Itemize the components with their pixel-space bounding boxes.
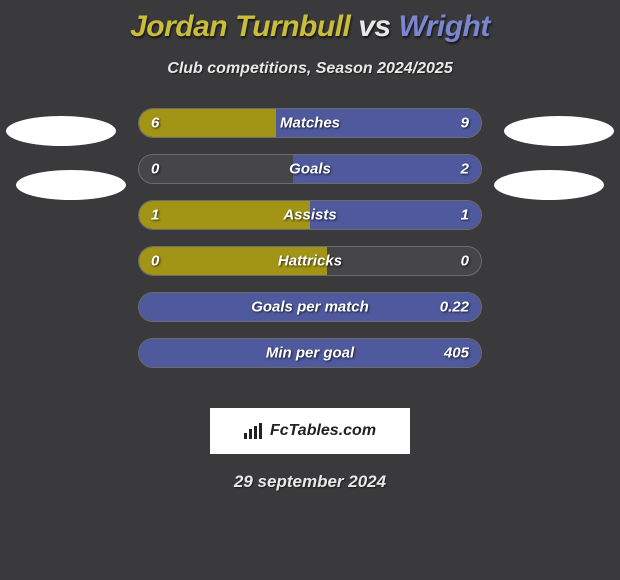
player2-avatar-placeholder [504, 116, 614, 146]
player1-avatar-placeholder [6, 116, 116, 146]
stat-row: 02Goals [138, 154, 482, 184]
stat-bars: 69Matches02Goals11Assists00Hattricks0.22… [138, 108, 482, 384]
stat-value-right: 405 [444, 345, 469, 362]
stat-value-left: 0 [151, 253, 159, 270]
chart-icon [244, 423, 264, 439]
stat-value-left: 0 [151, 161, 159, 178]
subtitle: Club competitions, Season 2024/2025 [0, 60, 620, 78]
stat-value-right: 9 [461, 115, 469, 132]
player1-team-placeholder [16, 170, 126, 200]
stat-value-left: 6 [151, 115, 159, 132]
stat-value-right: 1 [461, 207, 469, 224]
stat-fill-right [139, 339, 481, 367]
stat-fill-left [139, 247, 327, 275]
vs-label: vs [358, 10, 390, 43]
stat-fill-right [139, 293, 481, 321]
stat-fill-right [276, 109, 481, 137]
branding-badge: FcTables.com [210, 408, 410, 454]
stat-value-right: 0.22 [440, 299, 469, 316]
player2-team-placeholder [494, 170, 604, 200]
comparison-title: Jordan Turnbull vs Wright [0, 0, 620, 44]
stat-row: 69Matches [138, 108, 482, 138]
stat-value-right: 0 [461, 253, 469, 270]
stat-fill-right [293, 155, 481, 183]
stat-fill-right [310, 201, 481, 229]
stat-fill-left [139, 201, 310, 229]
stat-fill-left [139, 109, 276, 137]
stat-row: 11Assists [138, 200, 482, 230]
branding-text: FcTables.com [270, 422, 376, 440]
date-label: 29 september 2024 [0, 472, 620, 492]
stat-value-left: 1 [151, 207, 159, 224]
stat-row: 405Min per goal [138, 338, 482, 368]
comparison-arena: 69Matches02Goals11Assists00Hattricks0.22… [0, 108, 620, 388]
player2-name: Wright [398, 10, 489, 43]
stat-row: 00Hattricks [138, 246, 482, 276]
player1-name: Jordan Turnbull [130, 10, 350, 43]
stat-row: 0.22Goals per match [138, 292, 482, 322]
stat-value-right: 2 [461, 161, 469, 178]
